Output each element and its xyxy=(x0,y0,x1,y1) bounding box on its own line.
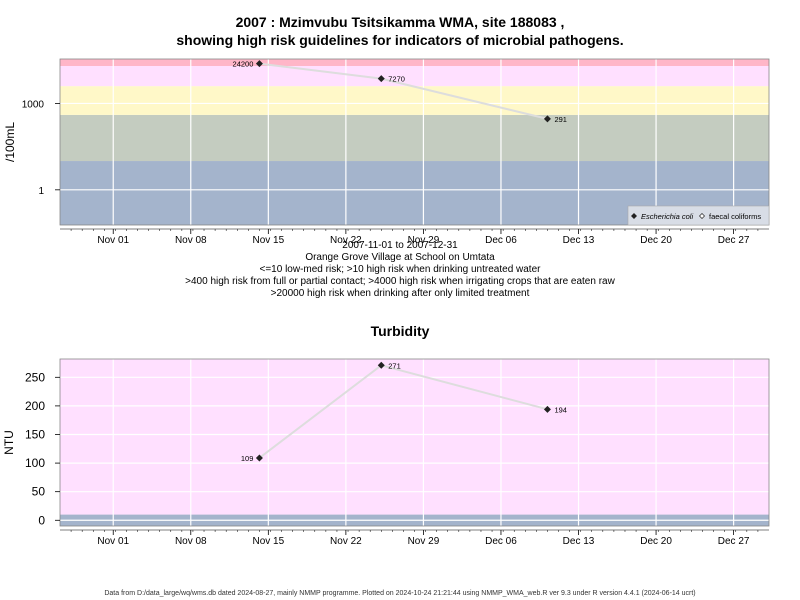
x-tick-label: Dec 13 xyxy=(563,536,595,547)
chart-title-line-2: showing high risk guidelines for indicat… xyxy=(176,32,624,48)
y-tick-label: 1000 xyxy=(22,99,45,110)
y-tick-label: 150 xyxy=(25,427,45,441)
data-point xyxy=(255,454,263,462)
legend-marker xyxy=(699,213,705,219)
data-point xyxy=(543,405,551,413)
x-tick-label: Nov 22 xyxy=(330,536,362,547)
y-tick-label: 1 xyxy=(38,186,44,197)
data-label: 194 xyxy=(554,405,567,414)
data-label: 291 xyxy=(554,115,567,124)
y-tick-label: 200 xyxy=(25,399,45,413)
turbidity-title: Turbidity xyxy=(370,323,430,339)
risk-band xyxy=(60,59,769,66)
x-tick-label: Nov 15 xyxy=(252,536,284,547)
microbial-panel: Nov 01 Nov 08 Nov 15 Nov 22 Nov 29 Dec 06 Dec … xyxy=(3,58,770,246)
data-label: 271 xyxy=(388,361,401,370)
date-range: 2007-11-01 to 2007-12-31 xyxy=(342,240,458,251)
legend-box xyxy=(627,205,770,226)
x-tick-label: Nov 01 xyxy=(97,536,129,547)
x-tick-label: Nov 15 xyxy=(252,235,284,246)
x-tick-label: Dec 27 xyxy=(718,235,750,246)
legend-label: Escherichia coli xyxy=(641,212,693,221)
plot-border xyxy=(59,58,770,226)
data-point xyxy=(255,60,263,68)
chart-title-line-1: 2007 : Mzimvubu Tsitsikamma WMA, site 18… xyxy=(235,14,565,30)
x-tick-label: Nov 01 xyxy=(97,235,129,246)
x-tick-label: Nov 08 xyxy=(175,235,207,246)
x-tick-label: Dec 13 xyxy=(563,235,595,246)
x-tick-label: Dec 20 xyxy=(640,235,672,246)
site-name: Orange Grove Village at School on Umtata xyxy=(305,252,495,263)
x-tick-label: Dec 06 xyxy=(485,235,517,246)
y-axis-label: /100mL xyxy=(3,122,17,162)
x-tick-label: Dec 27 xyxy=(718,536,750,547)
x-tick-label: Nov 29 xyxy=(408,536,440,547)
risk-band xyxy=(60,65,769,87)
legend-label: faecal coliforms xyxy=(709,212,761,221)
data-label: 109 xyxy=(241,454,254,463)
risk-band xyxy=(60,86,769,115)
footer-note: Data from D:/data_large/wq/wms.db dated … xyxy=(104,590,696,597)
guideline-note-1: <=10 low-med risk; >10 high risk when dr… xyxy=(259,264,541,275)
x-tick-label: Nov 22 xyxy=(330,235,362,246)
plot-border xyxy=(59,358,770,527)
data-point xyxy=(543,115,551,123)
y-tick-label: 250 xyxy=(25,370,45,384)
x-tick-label: Nov 29 xyxy=(408,235,440,246)
risk-band xyxy=(60,359,769,515)
data-point xyxy=(377,361,385,369)
data-label: 7270 xyxy=(388,75,405,84)
y-tick-label: 0 xyxy=(38,513,45,527)
guideline-note-3: >20000 high risk when drinking after onl… xyxy=(270,288,530,299)
data-point xyxy=(377,75,385,83)
x-tick-label: Dec 20 xyxy=(640,536,672,547)
y-tick-label: 100 xyxy=(25,456,45,470)
y-axis-label: NTU xyxy=(2,430,16,455)
turbidity-panel: Nov 01 Nov 08 Nov 15 Nov 22 Nov 29 Dec 06 Dec … xyxy=(2,358,770,547)
x-tick-label: Dec 06 xyxy=(485,536,517,547)
legend-marker xyxy=(631,213,637,219)
x-tick-label: Nov 08 xyxy=(175,536,207,547)
risk-band xyxy=(60,114,769,162)
data-label: 24200 xyxy=(233,60,254,69)
guideline-note-2: >400 high risk from full or partial cont… xyxy=(185,276,615,287)
y-tick-label: 50 xyxy=(32,485,46,499)
